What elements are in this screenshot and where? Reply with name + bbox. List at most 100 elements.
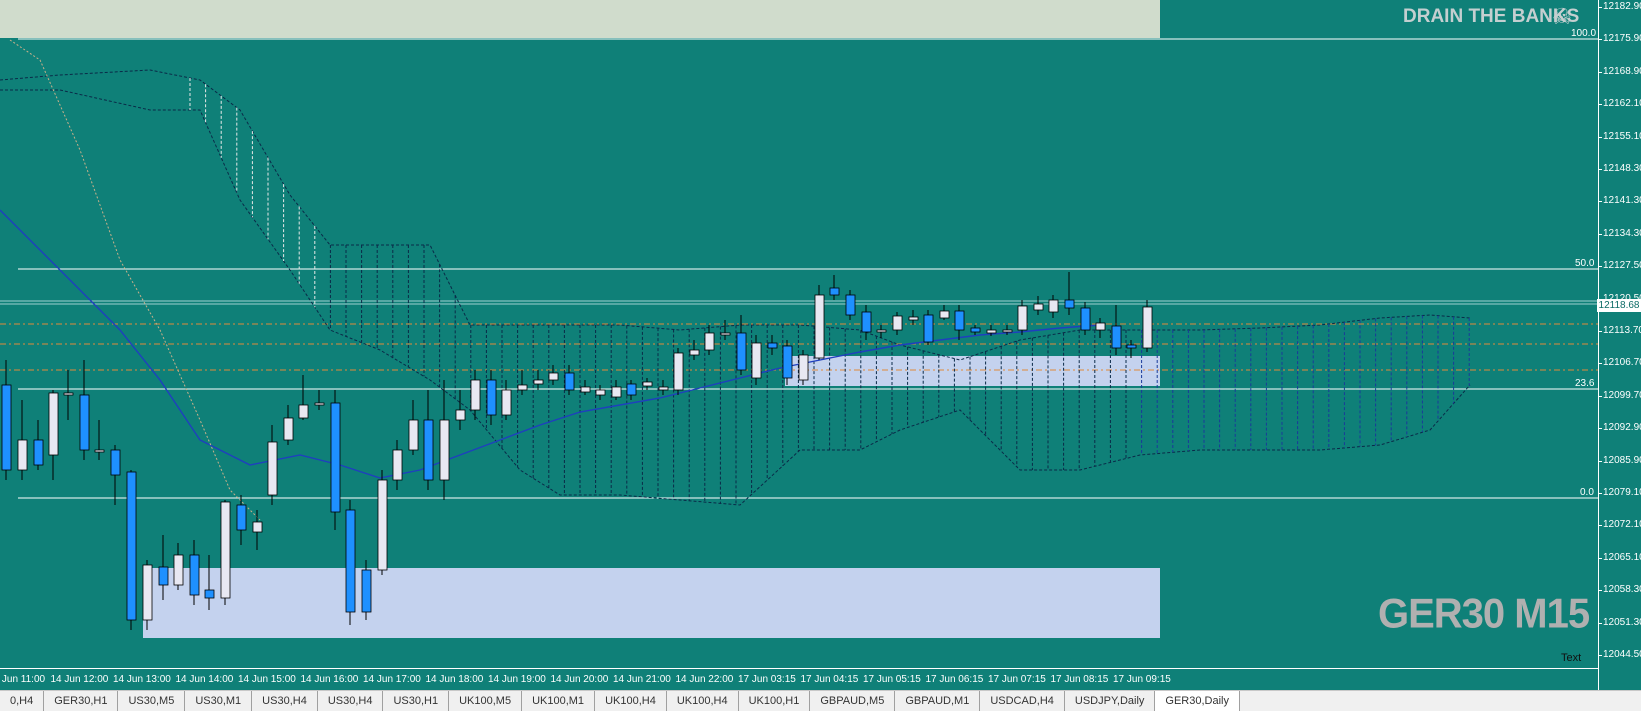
candle-body [126,471,137,621]
price-tick: 12079.10 [1598,488,1641,498]
candle-body [564,372,575,391]
candle-body [986,329,997,334]
candle-body [658,386,669,391]
candle-body [314,402,325,406]
candle-body [486,379,497,416]
candle-body [1142,306,1153,349]
chart-tab[interactable]: GER30,Daily [1155,691,1240,711]
supply-zone-top [0,0,1160,38]
candle-body [1095,322,1106,331]
candle-body [751,342,762,379]
candle-body [110,449,121,476]
time-label: 14 Jun 15:00 [238,674,296,685]
candle-body [673,352,684,391]
cloud-edge [0,69,1471,361]
chart-tab[interactable]: UK100,H1 [739,691,811,711]
time-label: 14 Jun 11:00 [0,674,46,685]
chikou-span-line [9,39,261,521]
chart-tab[interactable]: GBPAUD,M1 [895,691,981,711]
price-chart[interactable] [0,0,1598,668]
text-object[interactable]: Text [1561,652,1582,664]
chart-tab[interactable]: UK100,H4 [667,691,739,711]
demand-zone-mid [785,356,1160,386]
chart-tab[interactable]: US30,H4 [318,691,384,711]
moving-average-line [0,209,1101,479]
candle-body [173,554,184,586]
price-tick: 12148.30 [1598,164,1641,174]
candle-body [33,439,44,466]
candle-body [236,504,247,531]
candle-body [63,392,74,396]
chart-tab[interactable]: US30,H4 [252,691,318,711]
candle-body [267,441,278,496]
time-label: 17 Jun 05:15 [863,674,921,685]
candle-body [1080,307,1091,331]
chart-tab-bar: 0,H4 GER30,H1 US30,M5 US30,M1 US30,H4 US30,H4… [0,690,1641,711]
candle-body [345,509,356,613]
candle-body [845,294,856,316]
candle-body [642,381,653,387]
price-tick: 12051.30 [1598,617,1641,628]
candle-body [548,372,559,381]
price-tick: 12175.90 [1598,34,1641,44]
time-label: 17 Jun 03:15 [738,674,796,685]
candle-body [158,566,169,586]
candle-body [220,501,231,599]
time-label: 17 Jun 06:15 [925,674,984,685]
candle-body [142,564,153,621]
candle-body [704,332,715,351]
time-label: 14 Jun 12:00 [50,674,109,685]
candle-body [252,521,263,533]
candle-body [798,354,809,381]
chart-tab[interactable]: US30,H1 [383,691,450,711]
chart-tab[interactable]: UK100,M5 [449,691,523,711]
candle-body [533,379,544,385]
time-label: 14 Jun 18:00 [425,674,484,685]
time-label: 14 Jun 13:00 [113,674,171,685]
chart-tab[interactable]: US30,M1 [185,691,253,711]
price-tick: 12058.30 [1598,585,1641,595]
price-tick: 12072.10 [1598,520,1641,530]
chart-area[interactable]: DRAIN THE BANKS ☠ GER30 M15 Text 100.0 5… [0,0,1598,690]
time-label: 17 Jun 09:15 [1113,674,1171,685]
candle-body [330,402,341,513]
fib-label-23-6: 23.6 [1575,378,1595,389]
price-tick: 12127.50 [1598,261,1641,271]
brand-title: DRAIN THE BANKS [1403,6,1580,27]
chart-tab[interactable]: USDCAD,H4 [980,691,1065,711]
candle-body [954,310,965,331]
candle-body [501,389,512,416]
chart-tab[interactable]: GER30,H1 [44,691,119,711]
time-label: 14 Jun 21:00 [613,674,671,685]
candle-body [94,449,105,453]
price-tick: 12134.30 [1598,228,1641,239]
candle-body [283,417,294,441]
cloud-edge [0,89,1471,506]
chart-tab[interactable]: GBPAUD,M5 [810,691,896,711]
candle-body [736,332,747,371]
candle-body [611,386,622,398]
candle-body [189,554,200,596]
candle-body [79,394,90,451]
chart-tab[interactable]: UK100,H4 [595,691,667,711]
chart-tab[interactable]: USDJPY,Daily [1065,691,1156,711]
candle-body [298,404,309,419]
price-tick: 12155.10 [1598,131,1641,142]
time-label: 14 Jun 22:00 [675,674,734,685]
price-tick: 12099.70 [1598,390,1641,401]
price-tick: 12044.50 [1598,650,1641,660]
time-label: 14 Jun 19:00 [488,674,546,685]
chart-tab[interactable]: 0,H4 [0,691,45,711]
chart-tab[interactable]: US30,M5 [118,691,186,711]
chart-tab[interactable]: UK100,M1 [522,691,596,711]
time-label: 14 Jun 17:00 [363,674,421,685]
candle-body [923,314,934,343]
demand-zone-bottom [143,568,1160,638]
candle-body [908,316,919,321]
price-axis[interactable]: 12182.90 12175.90 12168.90 12162.10 12155.10… [1598,0,1641,690]
candle-body [767,342,778,349]
candle-body [48,392,59,456]
candle-body [595,389,606,396]
candle-body [517,384,528,391]
candle-body [829,287,840,296]
